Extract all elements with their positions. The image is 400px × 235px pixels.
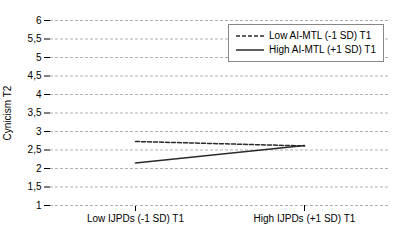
svg-text:6: 6 bbox=[36, 15, 42, 26]
svg-text:Low IJPDs (-1 SD) T1: Low IJPDs (-1 SD) T1 bbox=[87, 213, 184, 224]
svg-text:4,5: 4,5 bbox=[28, 70, 42, 81]
svg-text:2: 2 bbox=[36, 163, 42, 174]
html-text:High AI-MTL (+1 SD) T1: High AI-MTL (+1 SD) T1 bbox=[269, 44, 376, 55]
svg-text:1,5: 1,5 bbox=[28, 181, 42, 192]
svg-text:5,5: 5,5 bbox=[28, 33, 42, 44]
svg-text:2,5: 2,5 bbox=[28, 144, 42, 155]
svg-text:5: 5 bbox=[36, 52, 42, 63]
svg-text:4: 4 bbox=[36, 89, 42, 100]
html-text:Low AI-MTL (-1 SD) T1: Low AI-MTL (-1 SD) T1 bbox=[269, 30, 372, 41]
svg-text:3: 3 bbox=[36, 126, 42, 137]
svg-text:1: 1 bbox=[36, 200, 42, 211]
svg-text:3,5: 3,5 bbox=[28, 107, 42, 118]
svg-text:High IJPDs (+1 SD) T1: High IJPDs (+1 SD) T1 bbox=[254, 213, 356, 224]
svg-text:Cynicism T2: Cynicism T2 bbox=[2, 85, 13, 140]
